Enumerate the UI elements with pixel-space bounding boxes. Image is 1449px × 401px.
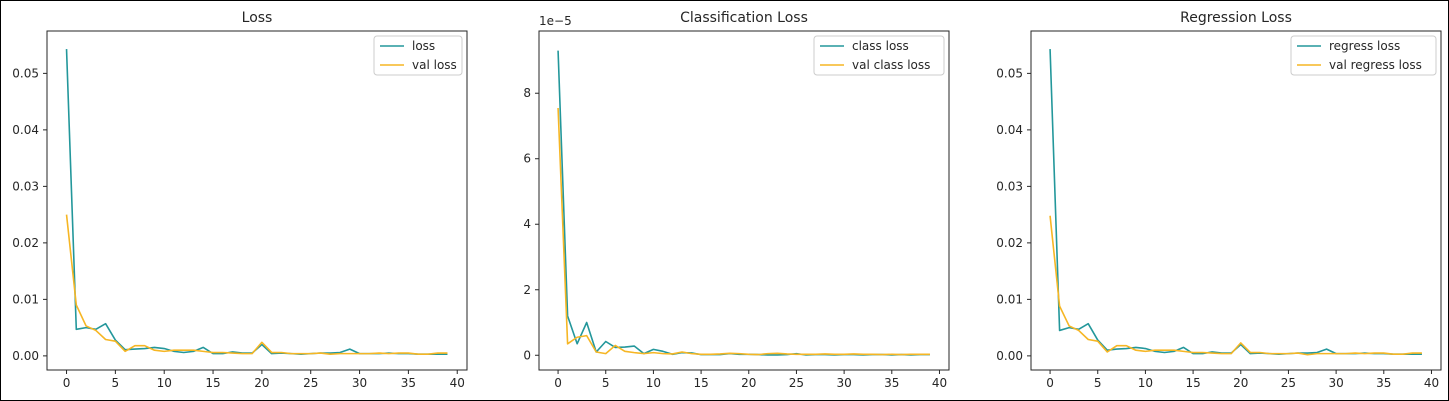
series-line-val xyxy=(557,107,930,356)
legend-box xyxy=(1290,35,1437,76)
y-tick-label: 0 xyxy=(523,348,531,362)
y-tick-label: 0.01 xyxy=(12,292,39,306)
series-line-train xyxy=(65,49,448,355)
legend: regress loss val regress loss xyxy=(1290,35,1437,76)
y-tick-label: 0.01 xyxy=(996,292,1023,306)
x-tick-label: 5 xyxy=(602,376,610,390)
x-tick-label: 35 xyxy=(401,376,416,390)
legend-label: val regress loss xyxy=(1329,58,1422,72)
x-tick-label: 25 xyxy=(789,376,804,390)
x-tick-label: 30 xyxy=(352,376,367,390)
y-tick-label: 0.02 xyxy=(12,236,39,250)
x-tick-label: 40 xyxy=(1424,376,1439,390)
legend-label: loss xyxy=(412,39,435,53)
y-offset-label: 1e−5 xyxy=(539,14,572,28)
legend-label: val loss xyxy=(412,58,457,72)
x-tick-label: 5 xyxy=(112,376,120,390)
series-line-val xyxy=(65,214,448,355)
x-tick-label: 0 xyxy=(1046,376,1054,390)
x-tick-label: 5 xyxy=(1094,376,1102,390)
legend-label: class loss xyxy=(852,39,909,53)
x-tick-label: 15 xyxy=(693,376,708,390)
axes-frame xyxy=(46,30,468,371)
y-tick-label: 0.04 xyxy=(12,123,39,137)
legend: loss val loss xyxy=(373,35,463,76)
series-line-val xyxy=(1049,215,1422,356)
y-tick-label: 4 xyxy=(523,217,531,231)
legend: class loss val class loss xyxy=(813,35,945,76)
x-tick-label: 10 xyxy=(1138,376,1153,390)
x-tick-label: 25 xyxy=(1281,376,1296,390)
y-tick-label: 0.05 xyxy=(12,66,39,80)
x-tick-label: 30 xyxy=(1328,376,1343,390)
y-tick-label: 8 xyxy=(523,86,531,100)
y-tick-label: 0.04 xyxy=(996,123,1023,137)
x-tick-label: 30 xyxy=(836,376,851,390)
legend-label: regress loss xyxy=(1329,39,1400,53)
y-tick-label: 0.05 xyxy=(996,66,1023,80)
y-tick-label: 6 xyxy=(523,152,531,166)
x-tick-label: 10 xyxy=(157,376,172,390)
x-tick-label: 40 xyxy=(932,376,947,390)
chart-panel-2: Classification Loss 1e−5 0 5 10 15 20 25 30 35 40 0… xyxy=(523,10,950,390)
x-tick-label: 35 xyxy=(1376,376,1391,390)
chart-title: Regression Loss xyxy=(1180,10,1292,26)
x-tick-label: 40 xyxy=(450,376,465,390)
axes-frame xyxy=(1030,30,1442,371)
y-tick-label: 0.00 xyxy=(996,349,1023,363)
x-tick-label: 15 xyxy=(1185,376,1200,390)
x-tick-label: 20 xyxy=(254,376,269,390)
x-tick-label: 25 xyxy=(303,376,318,390)
series-line-train xyxy=(557,50,930,356)
x-tick-label: 20 xyxy=(741,376,756,390)
y-tick-label: 0.03 xyxy=(12,179,39,193)
x-tick-label: 0 xyxy=(554,376,562,390)
y-tick-label: 0.02 xyxy=(996,236,1023,250)
y-tick-label: 2 xyxy=(523,283,531,297)
chart-title: Loss xyxy=(242,10,273,26)
legend-label: val class loss xyxy=(852,58,930,72)
chart-panel-3: Regression Loss 0 5 10 15 20 25 30 35 40 0.00 0.01 0… xyxy=(996,10,1442,390)
chart-panel-1: Loss 0 5 10 15 20 25 30 35 40 0.00 0.01 0.02 0.03 0.04… xyxy=(12,10,468,390)
x-tick-label: 35 xyxy=(884,376,899,390)
x-tick-label: 15 xyxy=(205,376,220,390)
y-tick-label: 0.00 xyxy=(12,349,39,363)
x-tick-label: 0 xyxy=(63,376,71,390)
chart-title: Classification Loss xyxy=(680,10,808,26)
x-tick-label: 20 xyxy=(1233,376,1248,390)
x-tick-label: 10 xyxy=(646,376,661,390)
y-tick-label: 0.03 xyxy=(996,179,1023,193)
legend-box xyxy=(813,35,945,76)
axes-frame xyxy=(538,30,950,371)
series-line-train xyxy=(1049,49,1422,355)
